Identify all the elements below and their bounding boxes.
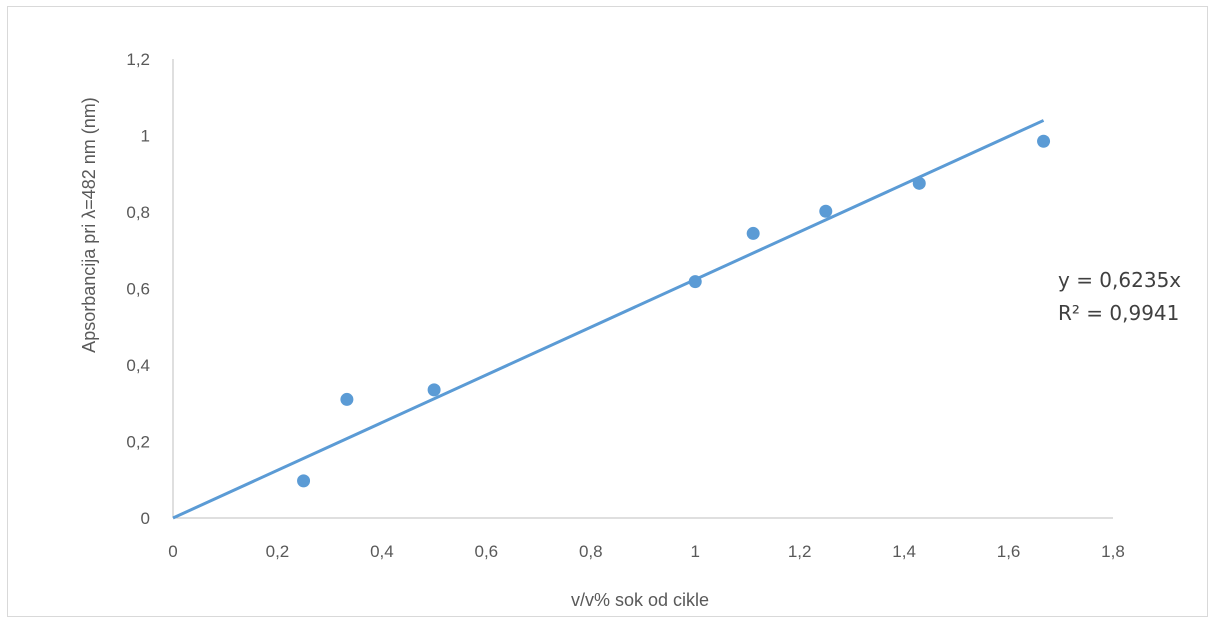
y-tick-label: 1,2 <box>126 50 150 69</box>
x-tick-label: 1,8 <box>1101 542 1125 561</box>
x-tick-label: 0,2 <box>266 542 290 561</box>
trendline-group <box>172 119 1045 520</box>
x-tick-label: 0,8 <box>579 542 603 561</box>
x-tick-label: 1,6 <box>997 542 1021 561</box>
data-point <box>427 383 441 397</box>
y-tick-label: 0,6 <box>126 280 150 299</box>
data-points <box>297 134 1051 488</box>
trendline-r-squared: R² = 0,9941 <box>1058 301 1179 325</box>
y-tick-label: 0,4 <box>126 356 150 375</box>
x-tick-label: 0,4 <box>370 542 394 561</box>
x-tick-label: 1,2 <box>788 542 812 561</box>
y-tick-label: 0,2 <box>126 433 150 452</box>
chart-frame <box>7 6 1208 617</box>
x-tick-label: 0 <box>168 542 177 561</box>
trendline <box>172 119 1045 520</box>
data-point <box>688 275 702 289</box>
x-tick-labels: 0 0,2 0,4 0,6 0,8 1 1,2 1,4 1,6 1,8 <box>168 542 1125 561</box>
x-tick-label: 0,6 <box>475 542 499 561</box>
data-point <box>912 176 926 190</box>
y-tick-label: 0 <box>141 509 150 528</box>
x-axis-title: v/v% sok od cikle <box>571 590 709 610</box>
y-tick-label: 0,8 <box>126 203 150 222</box>
y-tick-label: 1 <box>141 127 150 146</box>
data-point <box>297 474 311 488</box>
data-point <box>819 204 833 218</box>
y-axis-title: Apsorbancija pri λ=482 nm (nm) <box>79 97 99 353</box>
y-tick-labels: 0 0,2 0,4 0,6 0,8 1 1,2 <box>126 50 150 528</box>
axes <box>172 59 1113 519</box>
data-point <box>340 392 354 406</box>
x-tick-label: 1,4 <box>892 542 916 561</box>
trendline-equation: y = 0,6235x <box>1058 268 1181 292</box>
data-point <box>1037 134 1051 148</box>
x-tick-label: 1 <box>690 542 699 561</box>
data-point <box>746 226 760 240</box>
